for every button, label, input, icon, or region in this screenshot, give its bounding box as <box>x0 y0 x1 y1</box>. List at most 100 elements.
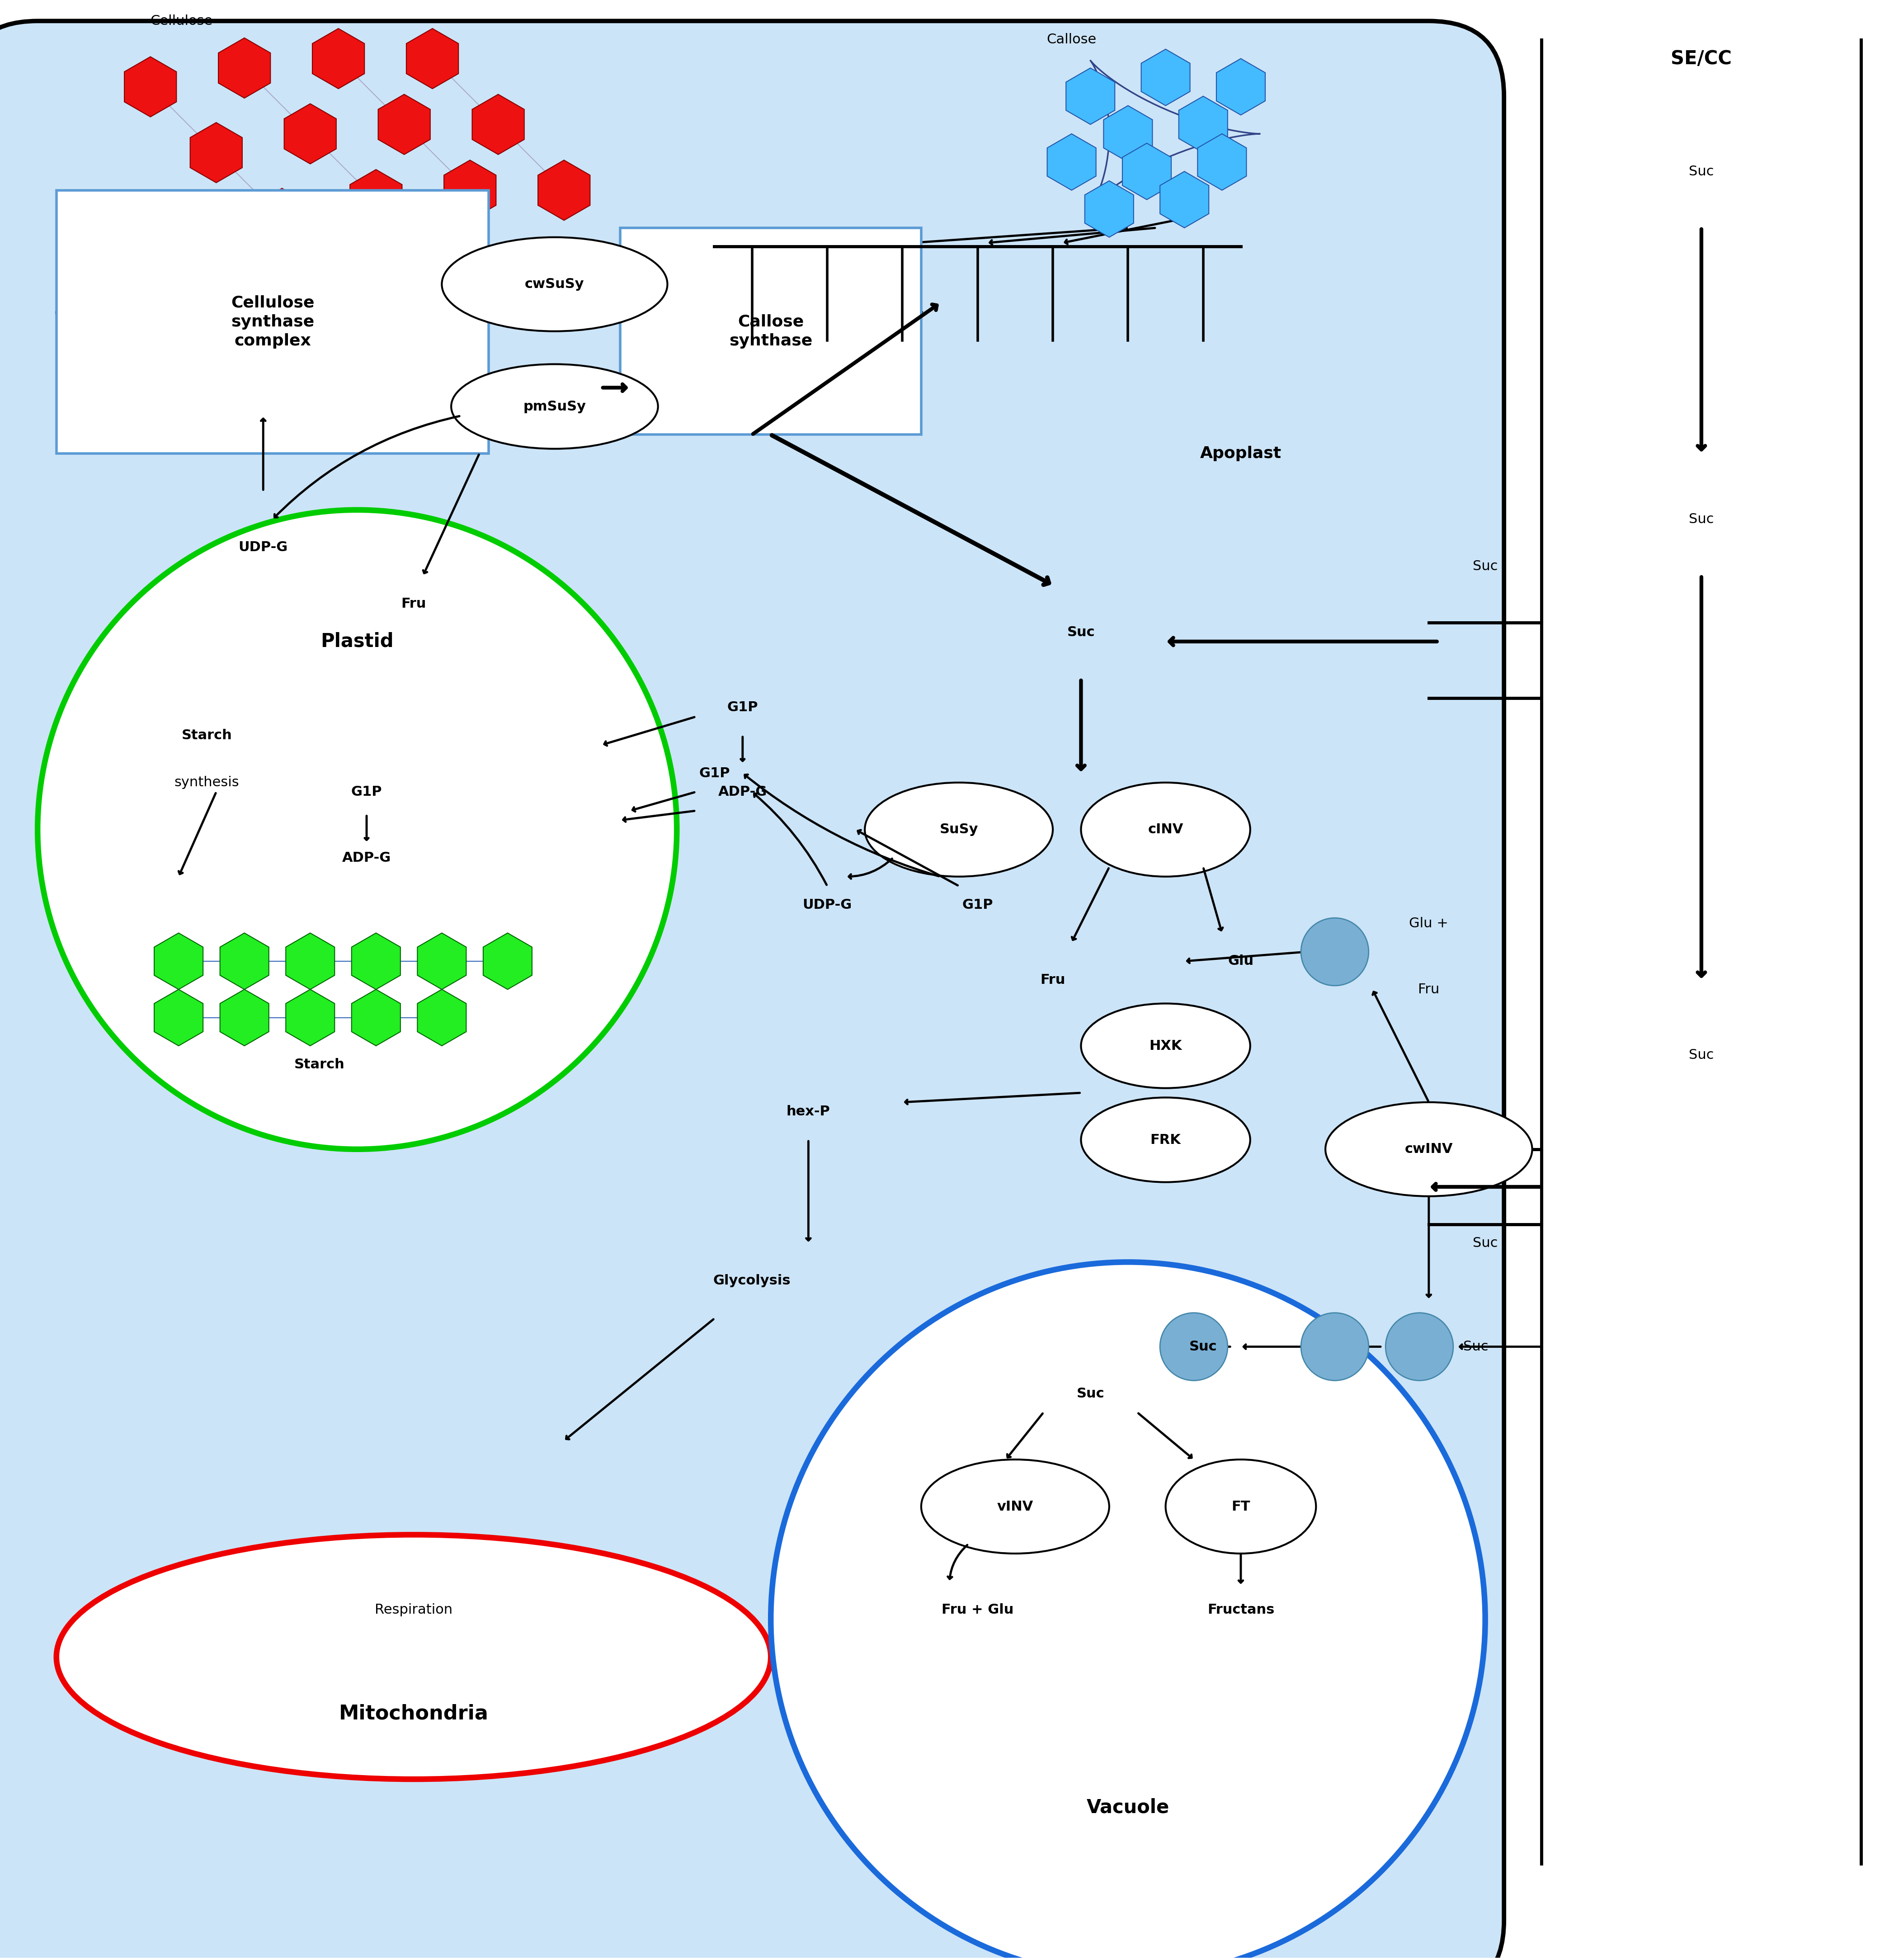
Text: Suc: Suc <box>1688 165 1715 178</box>
Polygon shape <box>1066 69 1115 123</box>
Polygon shape <box>286 933 335 990</box>
Text: Glu: Glu <box>1228 955 1254 968</box>
Text: Plastid: Plastid <box>321 631 393 651</box>
Text: Callose: Callose <box>1047 33 1096 47</box>
Text: Suc: Suc <box>1463 1341 1489 1352</box>
Text: Starch: Starch <box>182 729 231 743</box>
Polygon shape <box>444 161 496 220</box>
Polygon shape <box>154 933 203 990</box>
Polygon shape <box>378 94 431 155</box>
Ellipse shape <box>56 1535 771 1780</box>
Circle shape <box>38 510 677 1149</box>
Polygon shape <box>350 169 402 229</box>
Polygon shape <box>417 933 466 990</box>
Polygon shape <box>1122 143 1171 200</box>
Polygon shape <box>312 29 365 88</box>
Text: ADP-G: ADP-G <box>718 786 767 798</box>
Polygon shape <box>417 990 466 1047</box>
Polygon shape <box>256 188 308 249</box>
Text: SE/CC: SE/CC <box>1671 49 1731 69</box>
Circle shape <box>771 1262 1485 1960</box>
Text: Respiration: Respiration <box>374 1603 453 1617</box>
Polygon shape <box>472 94 525 155</box>
Polygon shape <box>1160 171 1209 227</box>
Text: G1P: G1P <box>699 766 729 780</box>
Text: Fru: Fru <box>1418 982 1440 996</box>
Polygon shape <box>1198 133 1246 190</box>
Text: FRK: FRK <box>1151 1133 1181 1147</box>
Text: Suc: Suc <box>1688 514 1715 525</box>
Text: Suc: Suc <box>1472 561 1498 572</box>
Polygon shape <box>1179 96 1228 153</box>
FancyBboxPatch shape <box>56 190 489 453</box>
Text: Vacuole: Vacuole <box>1087 1797 1169 1817</box>
Text: Suc: Suc <box>1688 1049 1715 1062</box>
Text: Mitochondria: Mitochondria <box>338 1703 489 1723</box>
Polygon shape <box>154 990 203 1047</box>
Circle shape <box>1301 917 1369 986</box>
Polygon shape <box>220 990 269 1047</box>
Text: Suc: Suc <box>1077 1388 1104 1399</box>
Circle shape <box>1301 1313 1369 1380</box>
Text: cINV: cINV <box>1149 823 1183 837</box>
Text: Fru + Glu: Fru + Glu <box>942 1603 1013 1617</box>
Polygon shape <box>1047 133 1096 190</box>
Text: pmSuSy: pmSuSy <box>523 400 587 414</box>
Text: synthesis: synthesis <box>175 776 239 790</box>
Text: Fru: Fru <box>400 598 427 610</box>
Text: Suc: Suc <box>1472 1237 1498 1250</box>
Ellipse shape <box>1081 1004 1250 1088</box>
Text: Suc: Suc <box>1068 625 1094 639</box>
Polygon shape <box>286 990 335 1047</box>
Circle shape <box>1386 1313 1453 1380</box>
Polygon shape <box>1104 106 1152 163</box>
Text: FT: FT <box>1231 1499 1250 1513</box>
Ellipse shape <box>451 365 658 449</box>
FancyBboxPatch shape <box>620 227 921 435</box>
Ellipse shape <box>921 1460 1109 1554</box>
Polygon shape <box>124 57 177 118</box>
Text: Starch: Starch <box>295 1058 344 1072</box>
Polygon shape <box>284 104 337 165</box>
Text: cwINV: cwINV <box>1404 1143 1453 1156</box>
Text: Fru: Fru <box>1040 974 1066 986</box>
Text: G1P: G1P <box>963 898 993 911</box>
Polygon shape <box>1085 180 1134 237</box>
Polygon shape <box>190 123 243 182</box>
Text: Callose
synthase: Callose synthase <box>729 314 812 349</box>
Text: ADP-G: ADP-G <box>342 851 391 864</box>
Text: hex-P: hex-P <box>786 1105 831 1119</box>
Text: Glu +: Glu + <box>1410 917 1448 931</box>
Polygon shape <box>352 933 400 990</box>
Polygon shape <box>1141 49 1190 106</box>
Text: Apoplast: Apoplast <box>1199 445 1282 461</box>
Text: UDP-G: UDP-G <box>803 898 852 911</box>
Polygon shape <box>406 29 459 88</box>
Text: HXK: HXK <box>1149 1039 1183 1053</box>
Polygon shape <box>483 933 532 990</box>
Ellipse shape <box>865 782 1053 876</box>
Text: Glycolysis: Glycolysis <box>713 1274 791 1288</box>
Ellipse shape <box>1081 1098 1250 1182</box>
FancyBboxPatch shape <box>0 22 1504 1960</box>
Text: cwSuSy: cwSuSy <box>525 278 585 290</box>
Text: G1P: G1P <box>352 786 382 798</box>
Polygon shape <box>1216 59 1265 116</box>
Ellipse shape <box>442 237 667 331</box>
Text: Fructans: Fructans <box>1207 1603 1275 1617</box>
Polygon shape <box>538 161 590 220</box>
Polygon shape <box>220 933 269 990</box>
Polygon shape <box>352 990 400 1047</box>
Ellipse shape <box>1166 1460 1316 1554</box>
Text: Suc: Suc <box>1190 1341 1216 1352</box>
Circle shape <box>1160 1313 1228 1380</box>
Text: SuSy: SuSy <box>940 823 978 837</box>
Text: Cellulose: Cellulose <box>150 14 212 27</box>
Text: UDP-G: UDP-G <box>239 541 288 555</box>
Text: Cellulose
synthase
complex: Cellulose synthase complex <box>231 296 314 349</box>
Ellipse shape <box>1325 1102 1532 1196</box>
Text: vINV: vINV <box>996 1499 1034 1513</box>
Polygon shape <box>218 37 271 98</box>
Ellipse shape <box>1081 782 1250 876</box>
Text: G1P: G1P <box>728 702 758 713</box>
